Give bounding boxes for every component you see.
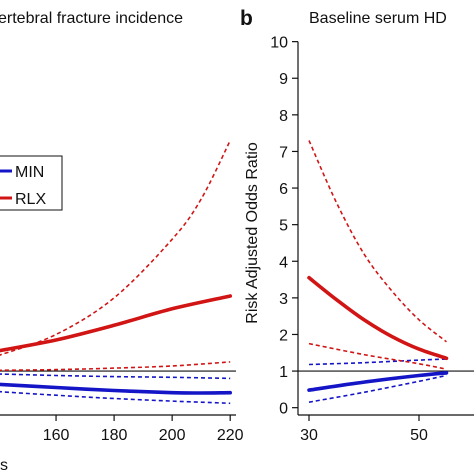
y-tick-label: 1	[279, 364, 288, 381]
panel-b-series-rlx-line	[307, 275, 449, 361]
y-tick-label: 9	[279, 71, 288, 88]
y-tick-label: 10	[270, 35, 288, 52]
panel-a-series-rlx-line	[0, 294, 232, 353]
panel-a: ertebral fracture incidence 160 180 200 220…	[0, 10, 244, 474]
legend-box	[0, 155, 63, 211]
panel-a-series-rlx-ci-4	[0, 140, 231, 356]
x-tick-label: 200	[159, 427, 186, 444]
panel-a-plot: 160 180 200 220	[0, 140, 244, 444]
y-tick-label: 2	[279, 327, 288, 344]
panel-b-series-rlx-ci-5	[308, 342, 447, 370]
legend-label-rlx: RLX	[15, 191, 46, 208]
panel-a-series-min-line	[0, 382, 232, 395]
x-tick-label: 180	[101, 427, 128, 444]
panel-b-series-rlx-ci-4	[308, 140, 448, 343]
y-tick-label: 0	[279, 401, 288, 418]
panel-b-ylabel: Risk Adjusted Odds Ratio	[244, 142, 261, 324]
panel-b-series-min-ci-2	[308, 374, 447, 403]
x-tick-label: 30	[300, 427, 318, 444]
x-tick-label: 160	[43, 427, 70, 444]
y-tick-label: 8	[279, 108, 288, 125]
panel-b-letter: b	[240, 7, 253, 30]
panel-b-series-min-ci-1	[308, 358, 447, 366]
x-tick-label: 220	[217, 427, 244, 444]
panel-b-title: Baseline serum HD	[309, 10, 447, 27]
panel-a-legend: MIN RLX	[0, 155, 63, 211]
panel-a-series-min-ci-1	[0, 373, 231, 380]
y-tick-label: 3	[279, 291, 288, 308]
panel-a-title: ertebral fracture incidence	[0, 10, 183, 27]
x-tick-label: 50	[410, 427, 428, 444]
y-tick-label: 5	[279, 218, 288, 235]
panel-b-series-min-line	[307, 371, 449, 392]
panel-a-series-rlx-ci-5	[0, 361, 231, 372]
y-tick-label: 6	[279, 181, 288, 198]
y-tick-label: 7	[279, 144, 288, 161]
panel-b-plot: 0 1 2 3 4 5 6 7 8 9 10 30 50	[270, 35, 474, 444]
y-tick-label: 4	[279, 254, 288, 271]
legend-label-min: MIN	[15, 164, 44, 181]
panel-a-xlabel: s	[0, 457, 8, 474]
panel-b: b Baseline serum HD Risk Adjusted Odds R…	[240, 7, 474, 444]
